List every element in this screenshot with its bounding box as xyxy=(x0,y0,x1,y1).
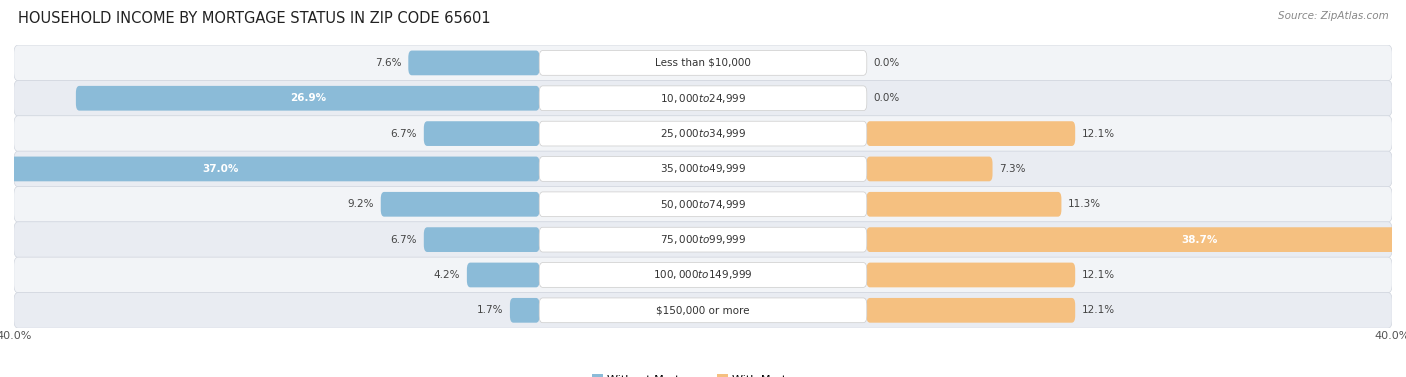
FancyBboxPatch shape xyxy=(14,116,1392,152)
FancyBboxPatch shape xyxy=(540,156,866,181)
FancyBboxPatch shape xyxy=(540,192,866,217)
Text: $25,000 to $34,999: $25,000 to $34,999 xyxy=(659,127,747,140)
FancyBboxPatch shape xyxy=(540,121,866,146)
FancyBboxPatch shape xyxy=(866,263,1076,287)
Text: 4.2%: 4.2% xyxy=(433,270,460,280)
FancyBboxPatch shape xyxy=(866,192,1062,217)
Text: Less than $10,000: Less than $10,000 xyxy=(655,58,751,68)
Text: $100,000 to $149,999: $100,000 to $149,999 xyxy=(654,268,752,282)
FancyBboxPatch shape xyxy=(14,151,1392,187)
FancyBboxPatch shape xyxy=(540,86,866,110)
Text: 1.7%: 1.7% xyxy=(477,305,503,315)
FancyBboxPatch shape xyxy=(540,298,866,323)
Text: 9.2%: 9.2% xyxy=(347,199,374,209)
FancyBboxPatch shape xyxy=(14,187,1392,222)
Text: 0.0%: 0.0% xyxy=(873,58,900,68)
FancyBboxPatch shape xyxy=(0,156,540,181)
FancyBboxPatch shape xyxy=(866,121,1076,146)
FancyBboxPatch shape xyxy=(423,227,540,252)
FancyBboxPatch shape xyxy=(14,45,1392,81)
FancyBboxPatch shape xyxy=(14,222,1392,257)
FancyBboxPatch shape xyxy=(14,257,1392,293)
FancyBboxPatch shape xyxy=(540,51,866,75)
Text: 38.7%: 38.7% xyxy=(1181,234,1218,245)
FancyBboxPatch shape xyxy=(540,227,866,252)
Text: 7.6%: 7.6% xyxy=(375,58,402,68)
Text: 6.7%: 6.7% xyxy=(391,234,418,245)
FancyBboxPatch shape xyxy=(866,227,1406,252)
Text: HOUSEHOLD INCOME BY MORTGAGE STATUS IN ZIP CODE 65601: HOUSEHOLD INCOME BY MORTGAGE STATUS IN Z… xyxy=(18,11,491,26)
FancyBboxPatch shape xyxy=(510,298,540,323)
Text: 12.1%: 12.1% xyxy=(1083,129,1115,139)
Text: 12.1%: 12.1% xyxy=(1083,270,1115,280)
Text: Source: ZipAtlas.com: Source: ZipAtlas.com xyxy=(1278,11,1389,21)
Text: 12.1%: 12.1% xyxy=(1083,305,1115,315)
FancyBboxPatch shape xyxy=(540,263,866,287)
Text: 6.7%: 6.7% xyxy=(391,129,418,139)
FancyBboxPatch shape xyxy=(866,298,1076,323)
FancyBboxPatch shape xyxy=(467,263,540,287)
Text: 0.0%: 0.0% xyxy=(873,93,900,103)
Text: 7.3%: 7.3% xyxy=(1000,164,1026,174)
Text: 11.3%: 11.3% xyxy=(1069,199,1101,209)
FancyBboxPatch shape xyxy=(14,80,1392,116)
Text: $50,000 to $74,999: $50,000 to $74,999 xyxy=(659,198,747,211)
Text: $150,000 or more: $150,000 or more xyxy=(657,305,749,315)
Text: $35,000 to $49,999: $35,000 to $49,999 xyxy=(659,162,747,175)
FancyBboxPatch shape xyxy=(423,121,540,146)
Text: $75,000 to $99,999: $75,000 to $99,999 xyxy=(659,233,747,246)
FancyBboxPatch shape xyxy=(381,192,540,217)
Text: $10,000 to $24,999: $10,000 to $24,999 xyxy=(659,92,747,105)
FancyBboxPatch shape xyxy=(408,51,540,75)
FancyBboxPatch shape xyxy=(76,86,540,110)
Text: 26.9%: 26.9% xyxy=(290,93,326,103)
FancyBboxPatch shape xyxy=(14,293,1392,328)
Legend: Without Mortgage, With Mortgage: Without Mortgage, With Mortgage xyxy=(592,374,814,377)
Text: 37.0%: 37.0% xyxy=(202,164,239,174)
FancyBboxPatch shape xyxy=(866,156,993,181)
